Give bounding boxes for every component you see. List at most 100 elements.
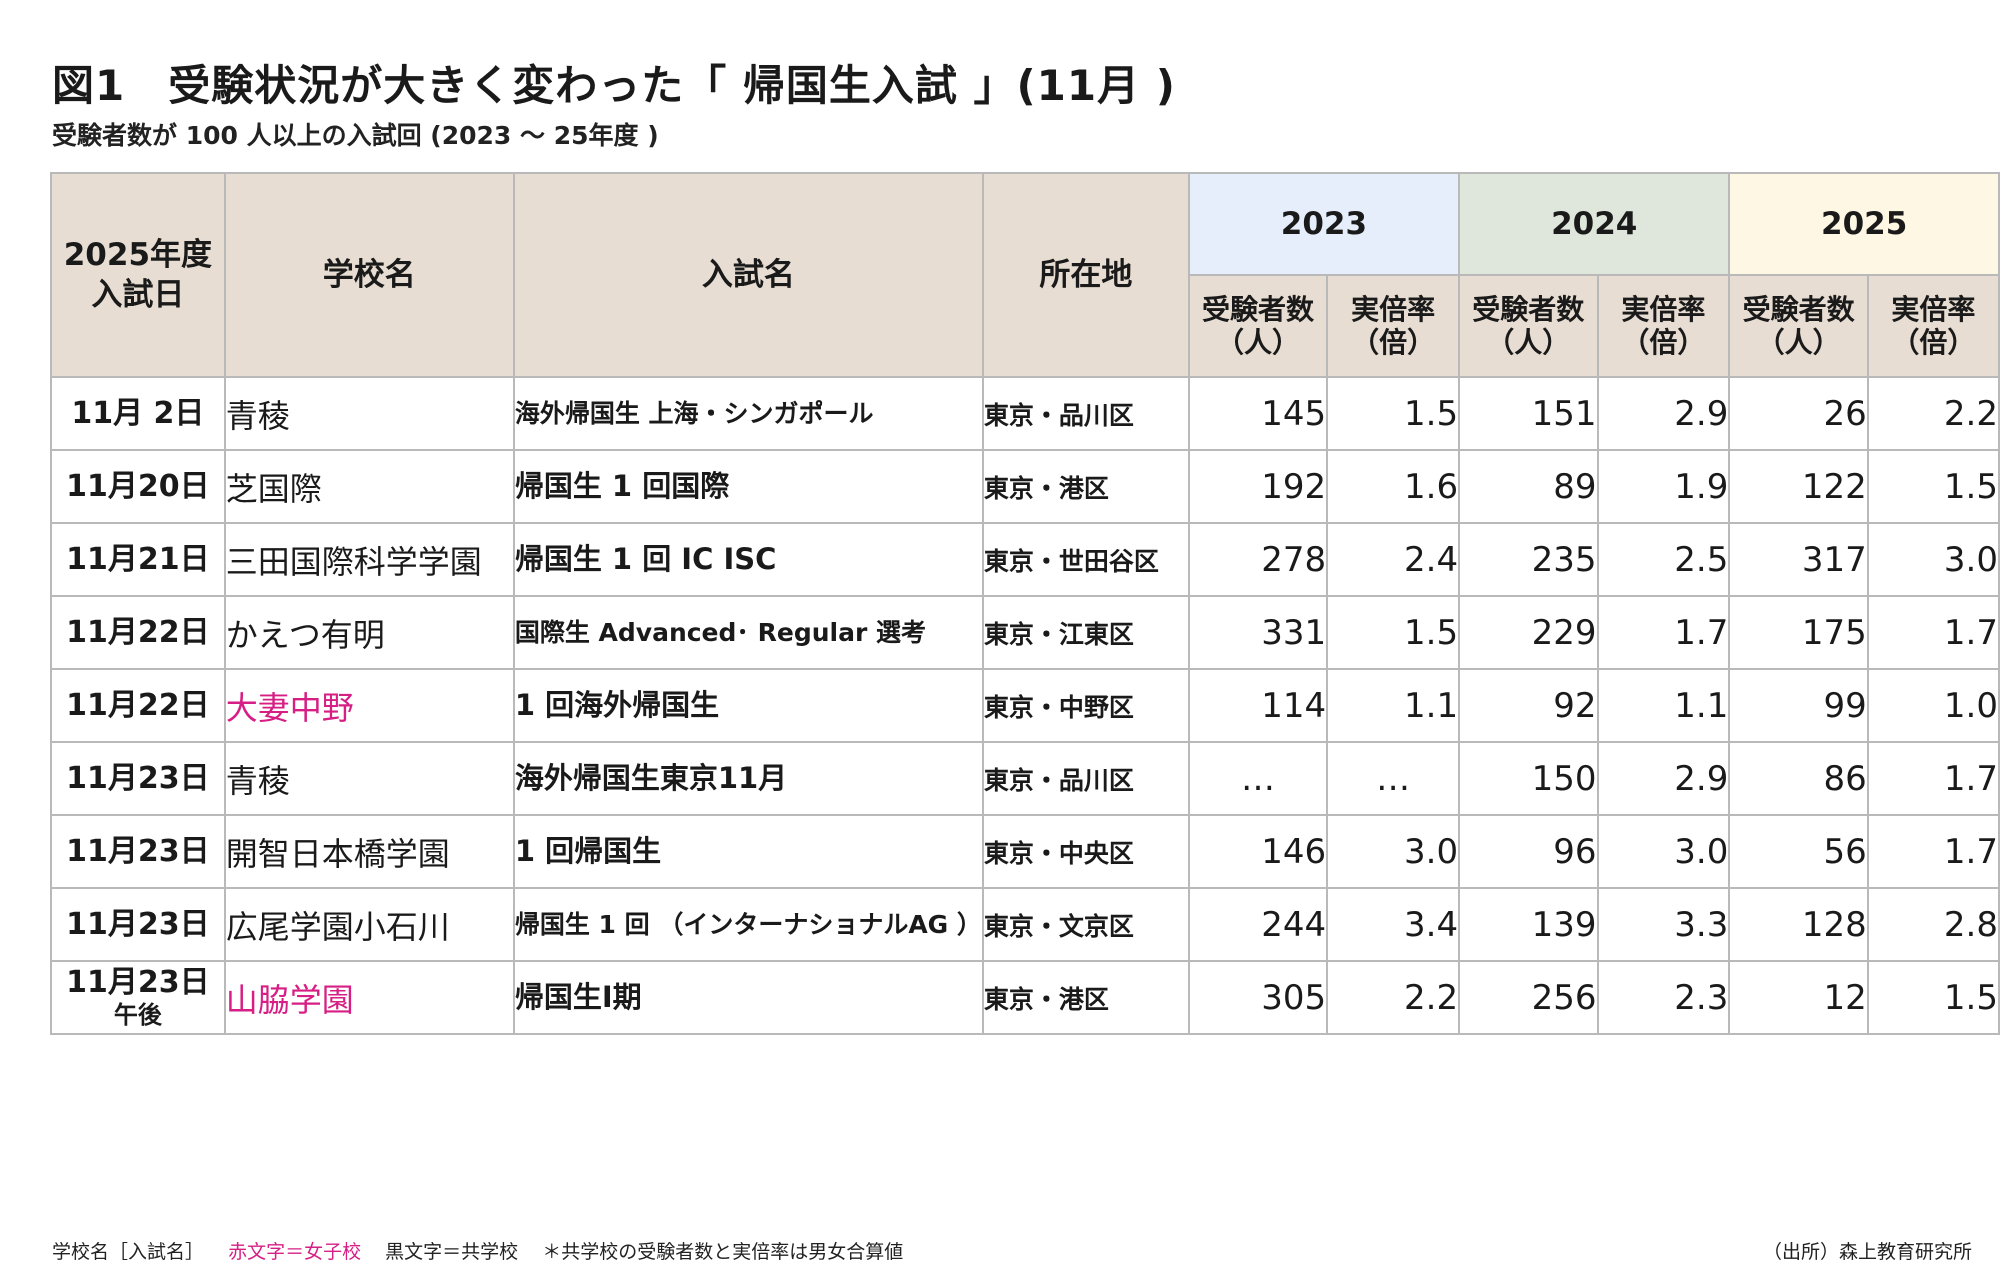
ratio-header-line1: 実倍率	[1351, 292, 1436, 326]
school-name: 青稜	[223, 376, 515, 451]
table-row: 11月22日 大妻中野 1 回海外帰国生 東京・中野区 114 1.1 92 1.1 99 1.0	[50, 668, 2000, 743]
location: 東京・品川区	[981, 741, 1190, 816]
ratio-2025: 1.5	[1866, 960, 2000, 1035]
table-row: 11月23日 広尾学園小石川 帰国生 1 回 （インターナショナルAG ）東京・文京…	[50, 887, 2000, 962]
applicants-2024: 139	[1458, 887, 1599, 962]
figure-subtitle: 受験者数が 100 人以上の入試回 (2023 ～ 25年度 )	[52, 121, 659, 150]
ratio-2024: 3.3	[1596, 887, 1731, 962]
ratio-2024: 1.9	[1596, 449, 1731, 524]
location: 東京・港区	[981, 960, 1190, 1035]
footer-legend: 学校名［入試名］ 赤文字＝女子校 黒文字＝共学校 ＊共学校の受験者数と実倍率は男…	[52, 1237, 921, 1264]
applicants-2025: 86	[1728, 741, 1869, 816]
ratio-header-line1: 実倍率	[1621, 292, 1706, 326]
ratio-2025: 1.7	[1866, 595, 2000, 670]
ratio-2025: 3.0	[1866, 522, 2000, 597]
table-row: 11月20日 芝国際 帰国生 1 回国際 東京・港区 192 1.6 89 1.9 122 1.5	[50, 449, 2000, 524]
location: 東京・品川区	[981, 376, 1190, 451]
table-row: 11月 2日 青稜 海外帰国生 上海・シンガポール 東京・品川区 145 1.5 151 2.…	[50, 376, 2000, 451]
exam-date-cell: 11月23日	[50, 887, 226, 962]
applicants-2024: 235	[1458, 522, 1599, 597]
ratio-2023: 2.2	[1326, 960, 1461, 1035]
ratio-header-2024: 実倍率 （倍）	[1596, 274, 1731, 378]
ratio-2023: 2.4	[1326, 522, 1461, 597]
applicants-2023: 192	[1187, 449, 1329, 524]
exam-date-cell: 11月20日	[50, 449, 226, 524]
applicants-2023: 244	[1187, 887, 1329, 962]
ratio-2025: 2.8	[1866, 887, 2000, 962]
location: 東京・港区	[981, 449, 1190, 524]
applicants-2024: 151	[1458, 376, 1599, 451]
exam-name: 帰国生Ⅰ期	[512, 960, 984, 1035]
school-name-girls: 山脇学園	[223, 960, 515, 1035]
ratio-2023: 1.6	[1326, 449, 1461, 524]
header-year-2024: 2024	[1458, 172, 1731, 276]
ratio-header-line2: （倍）	[1621, 326, 1706, 359]
ratio-header-line2: （倍）	[1891, 326, 1976, 359]
applicants-2024: 96	[1458, 814, 1599, 889]
ratio-2025: 2.2	[1866, 376, 2000, 451]
applicants-header-2023: 受験者数 （人）	[1187, 274, 1329, 378]
ratio-2025: 1.7	[1866, 741, 2000, 816]
location: 東京・江東区	[981, 595, 1190, 670]
applicants-2025: 12	[1728, 960, 1869, 1035]
applicants-2024: 229	[1458, 595, 1599, 670]
applicants-2024: 92	[1458, 668, 1599, 743]
ratio-2024: 1.1	[1596, 668, 1731, 743]
applicants-header-line2: （人）	[1215, 326, 1300, 359]
applicants-2024: 150	[1458, 741, 1599, 816]
header-exam: 入試名	[512, 172, 984, 378]
table-row: 11月23日 青稜 海外帰国生東京11月 東京・品川区…… 150 2.9 86 1.7	[50, 741, 2000, 816]
exam-date-cell: 11月 2日	[50, 376, 226, 451]
ratio-2024: 3.0	[1596, 814, 1731, 889]
applicants-2025: 56	[1728, 814, 1869, 889]
applicants-2025: 122	[1728, 449, 1869, 524]
exam-date-cell: 11月22日	[50, 595, 226, 670]
ratio-2023: 1.5	[1326, 595, 1461, 670]
exam-name: 帰国生 1 回 IC ISC	[512, 522, 984, 597]
exam-name: 帰国生 1 回国際	[512, 449, 984, 524]
table-row: 11月23日 午後 山脇学園 帰国生Ⅰ期 東京・港区 305 2.2 256 2.3 12 1.5	[50, 960, 2000, 1035]
applicants-header-line1: 受験者数	[1201, 292, 1314, 326]
applicants-2023: …	[1187, 741, 1329, 816]
school-name: 開智日本橋学園	[223, 814, 515, 889]
exam-date: 11月23日	[66, 906, 210, 942]
ratio-2024: 2.5	[1596, 522, 1731, 597]
exam-date: 11月23日	[66, 760, 210, 796]
exam-date: 11月21日	[66, 541, 210, 577]
legend-girls-school: 赤文字＝女子校	[228, 1241, 362, 1263]
ratio-header-2025: 実倍率 （倍）	[1866, 274, 2000, 378]
exam-date: 11月23日	[66, 965, 210, 1001]
applicants-header-line2: （人）	[1486, 326, 1571, 359]
header-year-2025: 2025	[1728, 172, 2000, 276]
applicants-2023: 114	[1187, 668, 1329, 743]
exam-name: 1 回帰国生	[512, 814, 984, 889]
header-school: 学校名	[223, 172, 515, 378]
exam-date: 11月22日	[66, 687, 210, 723]
exam-name: 帰国生 1 回 （インターナショナルAG ）	[512, 887, 984, 962]
applicants-2023: 145	[1187, 376, 1329, 451]
header-exam-date: 2025年度 入試日	[50, 172, 226, 378]
school-name: 青稜	[223, 741, 515, 816]
ratio-header-line2: （倍）	[1351, 326, 1436, 359]
ratio-2024: 2.9	[1596, 741, 1731, 816]
applicants-2023: 305	[1187, 960, 1329, 1035]
applicants-header-2024: 受験者数 （人）	[1458, 274, 1599, 378]
applicants-2025: 128	[1728, 887, 1869, 962]
exam-date: 11月20日	[66, 468, 210, 504]
ratio-2023: 3.4	[1326, 887, 1461, 962]
location: 東京・世田谷区	[981, 522, 1190, 597]
table-row: 11月22日 かえつ有明 国際生 Advanced･ Regular 選考 東京・江東…	[50, 595, 2000, 670]
ratio-2023: …	[1326, 741, 1461, 816]
exam-date-cell: 11月22日	[50, 668, 226, 743]
legend-label: 学校名［入試名］	[52, 1241, 205, 1263]
figure-title: 図1 受験状況が大きく変わった「 帰国生入試 」(11月 )	[52, 61, 1176, 110]
applicants-2025: 317	[1728, 522, 1869, 597]
applicants-2024: 89	[1458, 449, 1599, 524]
school-name: 三田国際科学学園	[223, 522, 515, 597]
table-row: 11月23日 開智日本橋学園 1 回帰国生 東京・中央区 146 3.0 96 3.0 56 1.…	[50, 814, 2000, 889]
applicants-2023: 146	[1187, 814, 1329, 889]
exam-name: 1 回海外帰国生	[512, 668, 984, 743]
applicants-2024: 256	[1458, 960, 1599, 1035]
exam-date: 11月22日	[66, 614, 210, 650]
table-row: 11月21日 三田国際科学学園 帰国生 1 回 IC ISC 東京・世田谷区 278 2.…	[50, 522, 2000, 597]
